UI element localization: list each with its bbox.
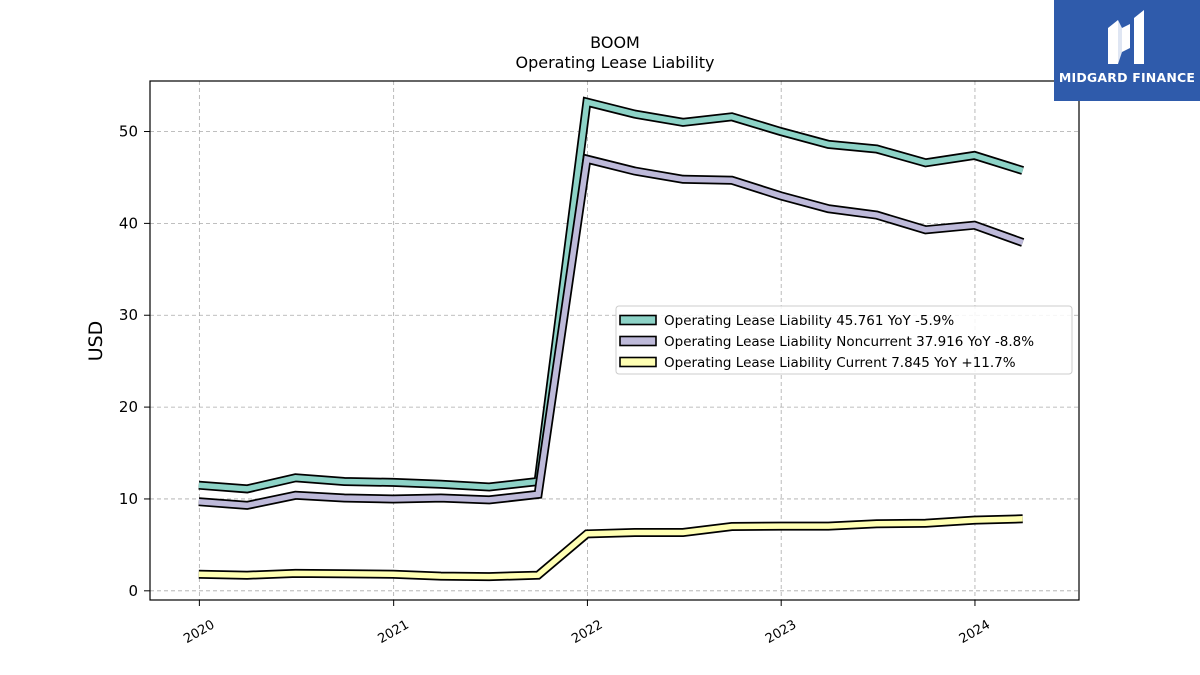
legend-swatch bbox=[619, 314, 657, 326]
series-line bbox=[198, 98, 1024, 492]
x-tick-label: 2020 bbox=[181, 617, 217, 647]
y-tick-label: 20 bbox=[119, 398, 138, 416]
x-tick-label: 2021 bbox=[376, 617, 412, 647]
series-lines bbox=[198, 96, 1025, 582]
y-tick-label: 30 bbox=[119, 306, 138, 324]
legend-entry: Operating Lease Liability Current 7.845 … bbox=[664, 355, 1016, 371]
y-tick-label: 50 bbox=[119, 123, 138, 141]
chart-title: BOOM bbox=[590, 33, 640, 52]
x-tick-label: 2023 bbox=[763, 617, 799, 647]
brand-name: MIDGARD FINANCE bbox=[1058, 70, 1196, 85]
series-line bbox=[198, 516, 1023, 580]
series-3 bbox=[198, 514, 1023, 582]
series-line-outline bbox=[198, 96, 1025, 494]
y-tick-label: 40 bbox=[119, 214, 138, 232]
legend-swatch bbox=[619, 356, 657, 368]
legend-entry: Operating Lease Liability Noncurrent 37.… bbox=[664, 334, 1034, 350]
legend-entry: Operating Lease Liability 45.761 YoY -5.… bbox=[664, 313, 954, 329]
series-2 bbox=[198, 153, 1025, 510]
series-line-outline bbox=[198, 514, 1023, 582]
brand-logo: MIDGARD FINANCE bbox=[1054, 0, 1200, 101]
series-1 bbox=[198, 96, 1025, 494]
x-tick-label: 2022 bbox=[569, 617, 605, 647]
series-line bbox=[198, 155, 1024, 509]
y-tick-label: 10 bbox=[119, 490, 138, 508]
logo-mark-icon bbox=[1108, 10, 1144, 64]
x-tick-label: 2024 bbox=[957, 617, 993, 647]
legend-box bbox=[615, 305, 1073, 375]
legend-swatch bbox=[619, 335, 657, 347]
chart-subtitle: Operating Lease Liability bbox=[515, 53, 714, 72]
x-axis-ticks: 2020 2021 2022 2023 2024 bbox=[181, 600, 993, 647]
y-axis-label: USD bbox=[85, 321, 107, 362]
legend: Operating Lease Liability 45.761 YoY -5.… bbox=[615, 305, 1073, 375]
y-tick-label: 0 bbox=[128, 582, 138, 600]
y-axis-ticks: 0 10 20 30 40 50 bbox=[119, 123, 150, 600]
plot-frame bbox=[149, 80, 1080, 601]
